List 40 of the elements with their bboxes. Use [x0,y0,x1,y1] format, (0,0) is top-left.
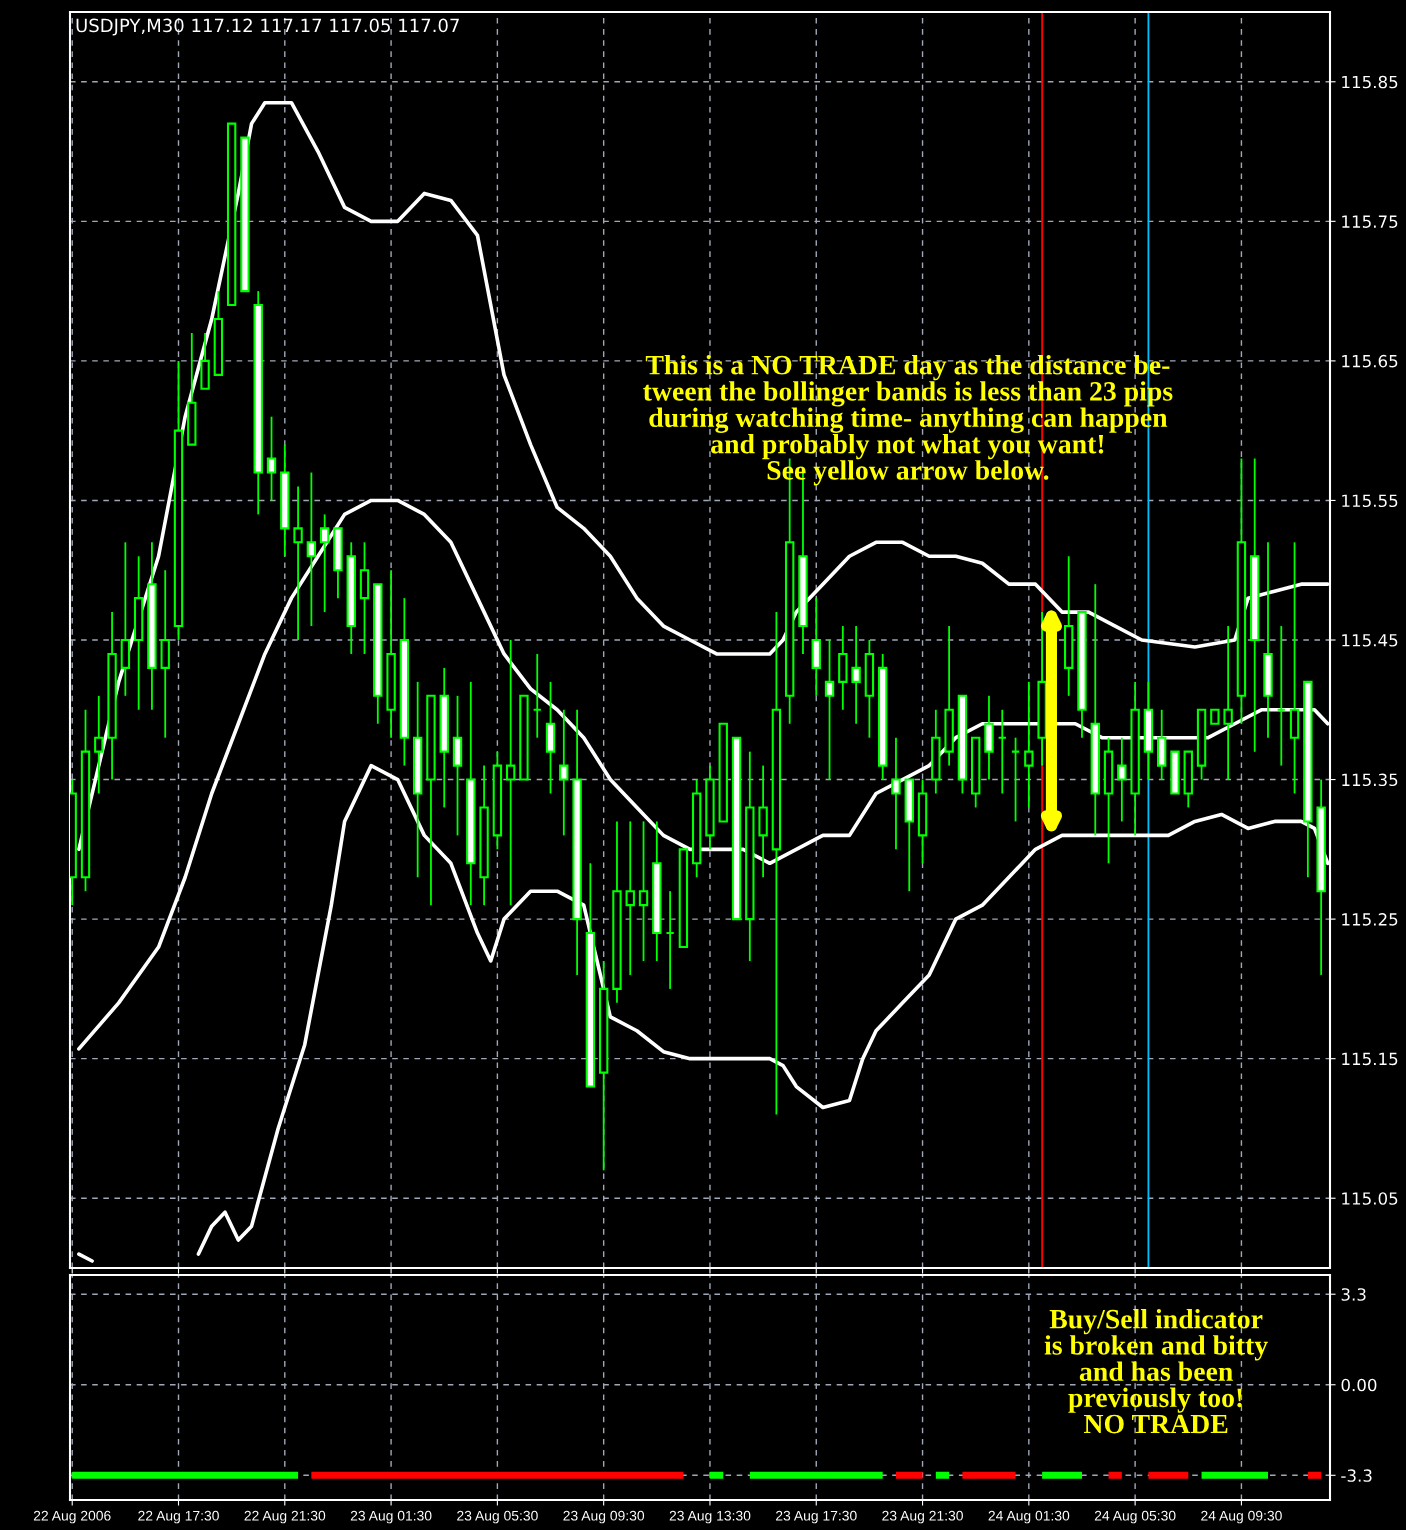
x-tick-label: 23 Aug 17:30 [776,1510,857,1524]
x-tick-label: 22 Aug 2006 [33,1510,111,1524]
chart-title: USDJPY,M30 117.12 117.17 117.05 117.07 [76,18,459,36]
y-tick-label: 115.05 [1342,1192,1398,1205]
x-tick-label: 22 Aug 21:30 [244,1510,326,1524]
x-tick-label: 23 Aug 21:30 [882,1510,963,1524]
candlestick [266,415,277,502]
candlestick [505,639,516,907]
candlestick [1223,625,1233,781]
y-tick-label: 115.15 [1342,1052,1398,1066]
candlestick [625,820,635,976]
candlestick [94,694,104,795]
candlestick [1024,680,1034,809]
x-tick-label: 23 Aug 01:30 [350,1510,432,1524]
y-tick-label: 0.00 [1341,1378,1377,1392]
y-tick-label: 115.35 [1342,773,1398,787]
candlestick [319,513,330,613]
candlestick [824,639,835,781]
y-tick-label: 115.85 [1342,75,1398,89]
x-tick-label: 22 Aug 17:30 [138,1510,219,1524]
y-tick-label: 115.75 [1342,215,1398,228]
x-tick-label: 23 Aug 13:30 [669,1510,751,1524]
x-tick-label: 24 Aug 09:30 [1201,1510,1282,1524]
candlestick [638,820,649,962]
candlestick [1117,736,1127,823]
y-tick-label: 115.55 [1342,494,1398,508]
candlestick [851,625,861,725]
y-tick-label: 115.65 [1342,354,1398,368]
x-tick-label: 23 Aug 09:30 [563,1510,645,1524]
candlestick [293,485,303,641]
y-tick-label: 115.25 [1342,913,1398,926]
x-tick-label: 23 Aug 05:30 [457,1510,538,1524]
candlestick [559,708,569,837]
annotation: Buy/Sell indicator is broken and bitty and has been previously too! NO TRADE [1044,1308,1268,1434]
candlestick [891,736,901,851]
y-tick-label: 3.3 [1341,1288,1366,1301]
x-tick-label: 24 Aug 05:30 [1094,1510,1176,1524]
y-tick-label: -3.3 [1341,1469,1372,1482]
x-tick-label: 24 Aug 01:30 [988,1510,1070,1524]
y-tick-label: 115.45 [1342,634,1398,647]
